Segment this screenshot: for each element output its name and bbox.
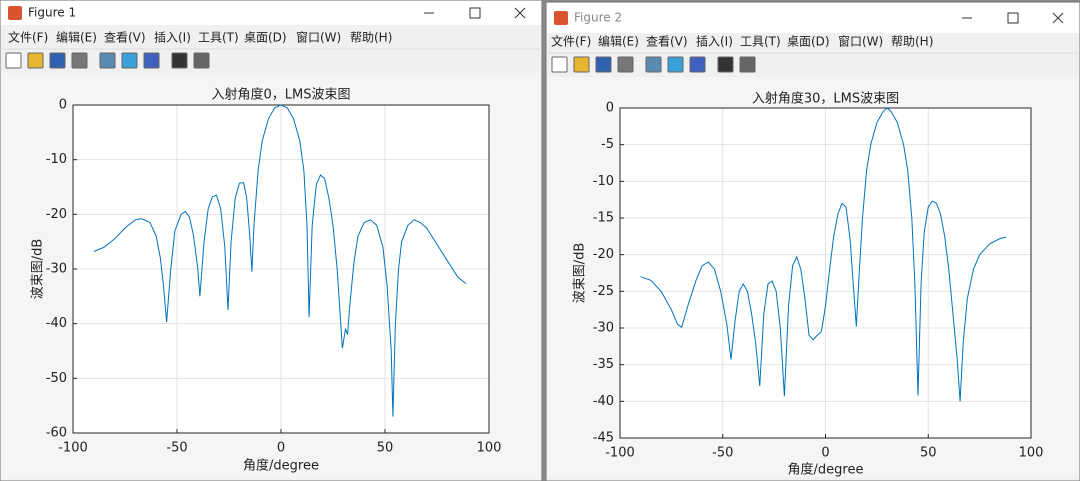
window-icon xyxy=(8,6,22,20)
menu-item[interactable]: 帮助(H) xyxy=(350,31,392,45)
x-tick-label: 50 xyxy=(377,441,394,456)
x-tick-label: 50 xyxy=(920,446,937,461)
toolbar-button[interactable] xyxy=(739,56,756,73)
menu-item[interactable]: 窗口(W) xyxy=(296,31,341,45)
y-tick-label: -20 xyxy=(593,247,614,262)
toolbar-button[interactable] xyxy=(71,52,88,69)
data-line xyxy=(640,107,1007,402)
close-button[interactable] xyxy=(1052,12,1064,24)
y-tick-label: 0 xyxy=(59,98,67,113)
menu-item[interactable]: 帮助(H) xyxy=(891,35,933,49)
y-tick-label: -30 xyxy=(593,321,614,336)
menu-item[interactable]: 桌面(D) xyxy=(787,35,830,49)
y-tick-label: -50 xyxy=(46,371,67,386)
chart-title: 入射角度30，LMS波束图 xyxy=(752,91,899,107)
window-title: Figure 1 xyxy=(28,6,76,20)
axes-box xyxy=(619,107,1032,439)
menu-item[interactable]: 查看(V) xyxy=(104,31,146,45)
toolbar-button[interactable] xyxy=(645,56,662,73)
maximize-button[interactable] xyxy=(469,7,481,19)
toolbar-button[interactable] xyxy=(121,52,138,69)
toolbar-button[interactable] xyxy=(551,56,568,73)
y-tick-label: -40 xyxy=(46,316,67,331)
menu-item[interactable]: 查看(V) xyxy=(646,35,688,49)
x-tick-label: 0 xyxy=(821,446,829,461)
x-tick-label: -100 xyxy=(605,446,635,461)
toolbar-button[interactable] xyxy=(193,52,210,69)
menu-item[interactable]: 工具(T) xyxy=(198,31,239,45)
y-tick-label: -60 xyxy=(46,426,67,441)
toolbar-button[interactable] xyxy=(667,56,684,73)
menu-item[interactable]: 工具(T) xyxy=(740,35,781,49)
x-tick-label: 100 xyxy=(477,441,502,456)
menu-item[interactable]: 窗口(W) xyxy=(838,35,883,49)
x-tick-label: 0 xyxy=(277,441,285,456)
y-tick-label: -35 xyxy=(593,357,614,372)
x-tick-label: -50 xyxy=(712,446,733,461)
y-tick-label: -20 xyxy=(46,207,67,222)
maximize-button[interactable] xyxy=(1007,12,1019,24)
toolbar-button[interactable] xyxy=(617,56,634,73)
menu-item[interactable]: 桌面(D) xyxy=(244,31,287,45)
y-tick-label: -45 xyxy=(593,431,614,446)
y-tick-label: -40 xyxy=(593,394,614,409)
x-tick-label: -100 xyxy=(58,441,88,456)
x-axis-label: 角度/degree xyxy=(243,458,319,474)
toolbar-button[interactable] xyxy=(49,52,66,69)
toolbar-button[interactable] xyxy=(717,56,734,73)
toolbar-button[interactable] xyxy=(143,52,160,69)
toolbar-button[interactable] xyxy=(573,56,590,73)
y-tick-label: -10 xyxy=(46,152,67,167)
toolbar-button[interactable] xyxy=(99,52,116,69)
x-tick-label: -50 xyxy=(166,441,187,456)
y-tick-label: -30 xyxy=(46,262,67,277)
toolbar-button[interactable] xyxy=(171,52,188,69)
x-tick-label: 100 xyxy=(1019,446,1044,461)
window-title: Figure 2 xyxy=(574,11,622,25)
y-axis-label: 波束图/dB xyxy=(31,239,46,300)
toolbar-button[interactable] xyxy=(595,56,612,73)
menu-item[interactable]: 插入(I) xyxy=(696,35,733,49)
chart-title: 入射角度0，LMS波束图 xyxy=(212,87,351,103)
y-tick-label: -5 xyxy=(601,137,614,152)
toolbar-button[interactable] xyxy=(5,52,22,69)
data-line xyxy=(93,104,467,417)
toolbar-button[interactable] xyxy=(689,56,706,73)
window-icon xyxy=(554,11,568,25)
y-tick-label: -25 xyxy=(593,284,614,299)
x-axis-label: 角度/degree xyxy=(788,462,864,478)
menu-item[interactable]: 文件(F) xyxy=(551,34,591,49)
title-bar xyxy=(547,3,1079,33)
menu-item[interactable]: 插入(I) xyxy=(154,31,191,45)
y-tick-label: 0 xyxy=(606,101,614,116)
y-axis-label: 波束图/dB xyxy=(573,243,588,304)
title-bar xyxy=(1,1,541,25)
y-tick-label: -10 xyxy=(593,174,614,189)
menu-item[interactable]: 编辑(E) xyxy=(56,30,97,45)
toolbar-button[interactable] xyxy=(27,52,44,69)
y-tick-label: -15 xyxy=(593,211,614,226)
close-button[interactable] xyxy=(514,7,526,19)
menu-item[interactable]: 文件(F) xyxy=(8,30,48,45)
menu-item[interactable]: 编辑(E) xyxy=(598,34,639,49)
